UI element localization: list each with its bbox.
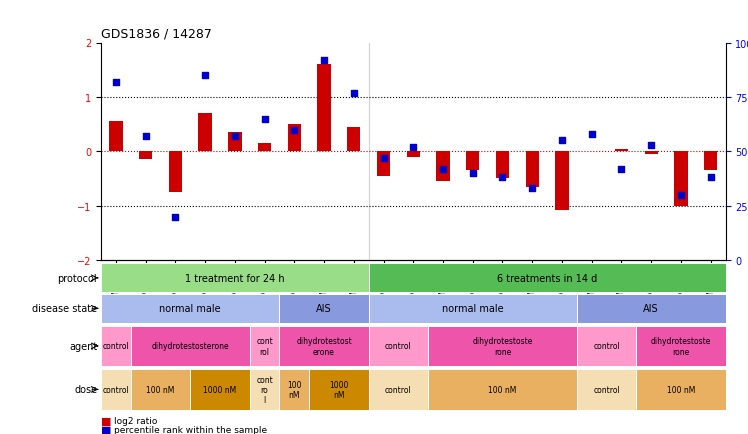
Text: normal male: normal male: [442, 304, 503, 313]
Text: AIS: AIS: [643, 304, 659, 313]
FancyBboxPatch shape: [250, 369, 280, 410]
Point: [140, 133, 152, 140]
FancyBboxPatch shape: [250, 326, 280, 366]
Point: [527, 185, 539, 192]
Text: 100 nM: 100 nM: [147, 385, 174, 394]
Bar: [645, 152, 658, 155]
Point: [705, 174, 717, 181]
Text: log2 ratio: log2 ratio: [114, 417, 158, 425]
Text: percentile rank within the sample: percentile rank within the sample: [114, 425, 268, 434]
FancyBboxPatch shape: [369, 264, 726, 293]
FancyBboxPatch shape: [577, 294, 726, 323]
Point: [318, 57, 330, 64]
Point: [110, 79, 122, 86]
Point: [407, 144, 419, 151]
Text: 6 treatments in 14 d: 6 treatments in 14 d: [497, 273, 597, 283]
Text: dihydrotestoste
rone: dihydrotestoste rone: [651, 336, 711, 356]
Bar: [228, 133, 242, 152]
FancyBboxPatch shape: [101, 294, 280, 323]
FancyBboxPatch shape: [309, 369, 369, 410]
Bar: [317, 65, 331, 152]
Bar: [496, 152, 509, 179]
Bar: [377, 152, 390, 176]
FancyBboxPatch shape: [101, 369, 131, 410]
Text: control: control: [385, 385, 412, 394]
Text: 1000
nM: 1000 nM: [329, 380, 349, 399]
Bar: [168, 152, 182, 193]
Point: [556, 138, 568, 145]
Point: [259, 116, 271, 123]
FancyBboxPatch shape: [428, 326, 577, 366]
FancyBboxPatch shape: [637, 326, 726, 366]
Text: 100
nM: 100 nM: [287, 380, 301, 399]
Point: [586, 131, 598, 138]
Bar: [288, 125, 301, 152]
Text: control: control: [385, 342, 412, 351]
FancyBboxPatch shape: [280, 326, 369, 366]
Text: dose: dose: [74, 385, 97, 395]
Text: ■: ■: [101, 425, 111, 434]
Bar: [198, 114, 212, 152]
Text: dihydrotestoste
rone: dihydrotestoste rone: [472, 336, 533, 356]
FancyBboxPatch shape: [577, 326, 637, 366]
Text: normal male: normal male: [159, 304, 221, 313]
FancyBboxPatch shape: [577, 369, 637, 410]
Point: [467, 170, 479, 177]
Point: [199, 72, 211, 79]
Text: control: control: [102, 342, 129, 351]
FancyBboxPatch shape: [101, 326, 131, 366]
Bar: [436, 152, 450, 182]
Text: control: control: [593, 385, 620, 394]
Text: control: control: [102, 385, 129, 394]
Point: [497, 174, 509, 181]
Point: [616, 166, 628, 173]
Point: [229, 133, 241, 140]
Bar: [615, 149, 628, 152]
Bar: [466, 152, 479, 171]
Bar: [347, 128, 361, 152]
Bar: [139, 152, 153, 160]
Point: [288, 127, 300, 134]
FancyBboxPatch shape: [428, 369, 577, 410]
Point: [348, 90, 360, 97]
Text: disease state: disease state: [32, 304, 97, 313]
FancyBboxPatch shape: [280, 369, 309, 410]
Text: 100 nM: 100 nM: [488, 385, 517, 394]
Text: 100 nM: 100 nM: [666, 385, 695, 394]
Text: control: control: [593, 342, 620, 351]
Text: cont
ro
l: cont ro l: [256, 375, 273, 404]
Point: [378, 155, 390, 162]
Point: [169, 214, 181, 220]
FancyBboxPatch shape: [101, 264, 369, 293]
Text: ■: ■: [101, 416, 111, 426]
Bar: [555, 152, 568, 210]
Text: GDS1836 / 14287: GDS1836 / 14287: [101, 28, 212, 41]
Point: [646, 142, 657, 149]
FancyBboxPatch shape: [369, 369, 428, 410]
Text: AIS: AIS: [316, 304, 332, 313]
Text: cont
rol: cont rol: [256, 336, 273, 356]
Bar: [704, 152, 717, 171]
Text: dihydrotestosterone: dihydrotestosterone: [151, 342, 229, 351]
Point: [437, 166, 449, 173]
Text: 1 treatment for 24 h: 1 treatment for 24 h: [185, 273, 285, 283]
FancyBboxPatch shape: [131, 369, 190, 410]
FancyBboxPatch shape: [369, 294, 577, 323]
FancyBboxPatch shape: [190, 369, 250, 410]
Bar: [407, 152, 420, 157]
FancyBboxPatch shape: [131, 326, 250, 366]
FancyBboxPatch shape: [369, 326, 428, 366]
FancyBboxPatch shape: [280, 294, 369, 323]
Text: protocol: protocol: [58, 273, 97, 283]
Point: [675, 192, 687, 199]
Bar: [258, 144, 272, 152]
Bar: [109, 122, 123, 152]
Text: agent: agent: [69, 341, 97, 351]
Text: 1000 nM: 1000 nM: [203, 385, 236, 394]
FancyBboxPatch shape: [637, 369, 726, 410]
Text: dihydrotestost
erone: dihydrotestost erone: [296, 336, 352, 356]
Bar: [674, 152, 687, 206]
Bar: [526, 152, 539, 187]
